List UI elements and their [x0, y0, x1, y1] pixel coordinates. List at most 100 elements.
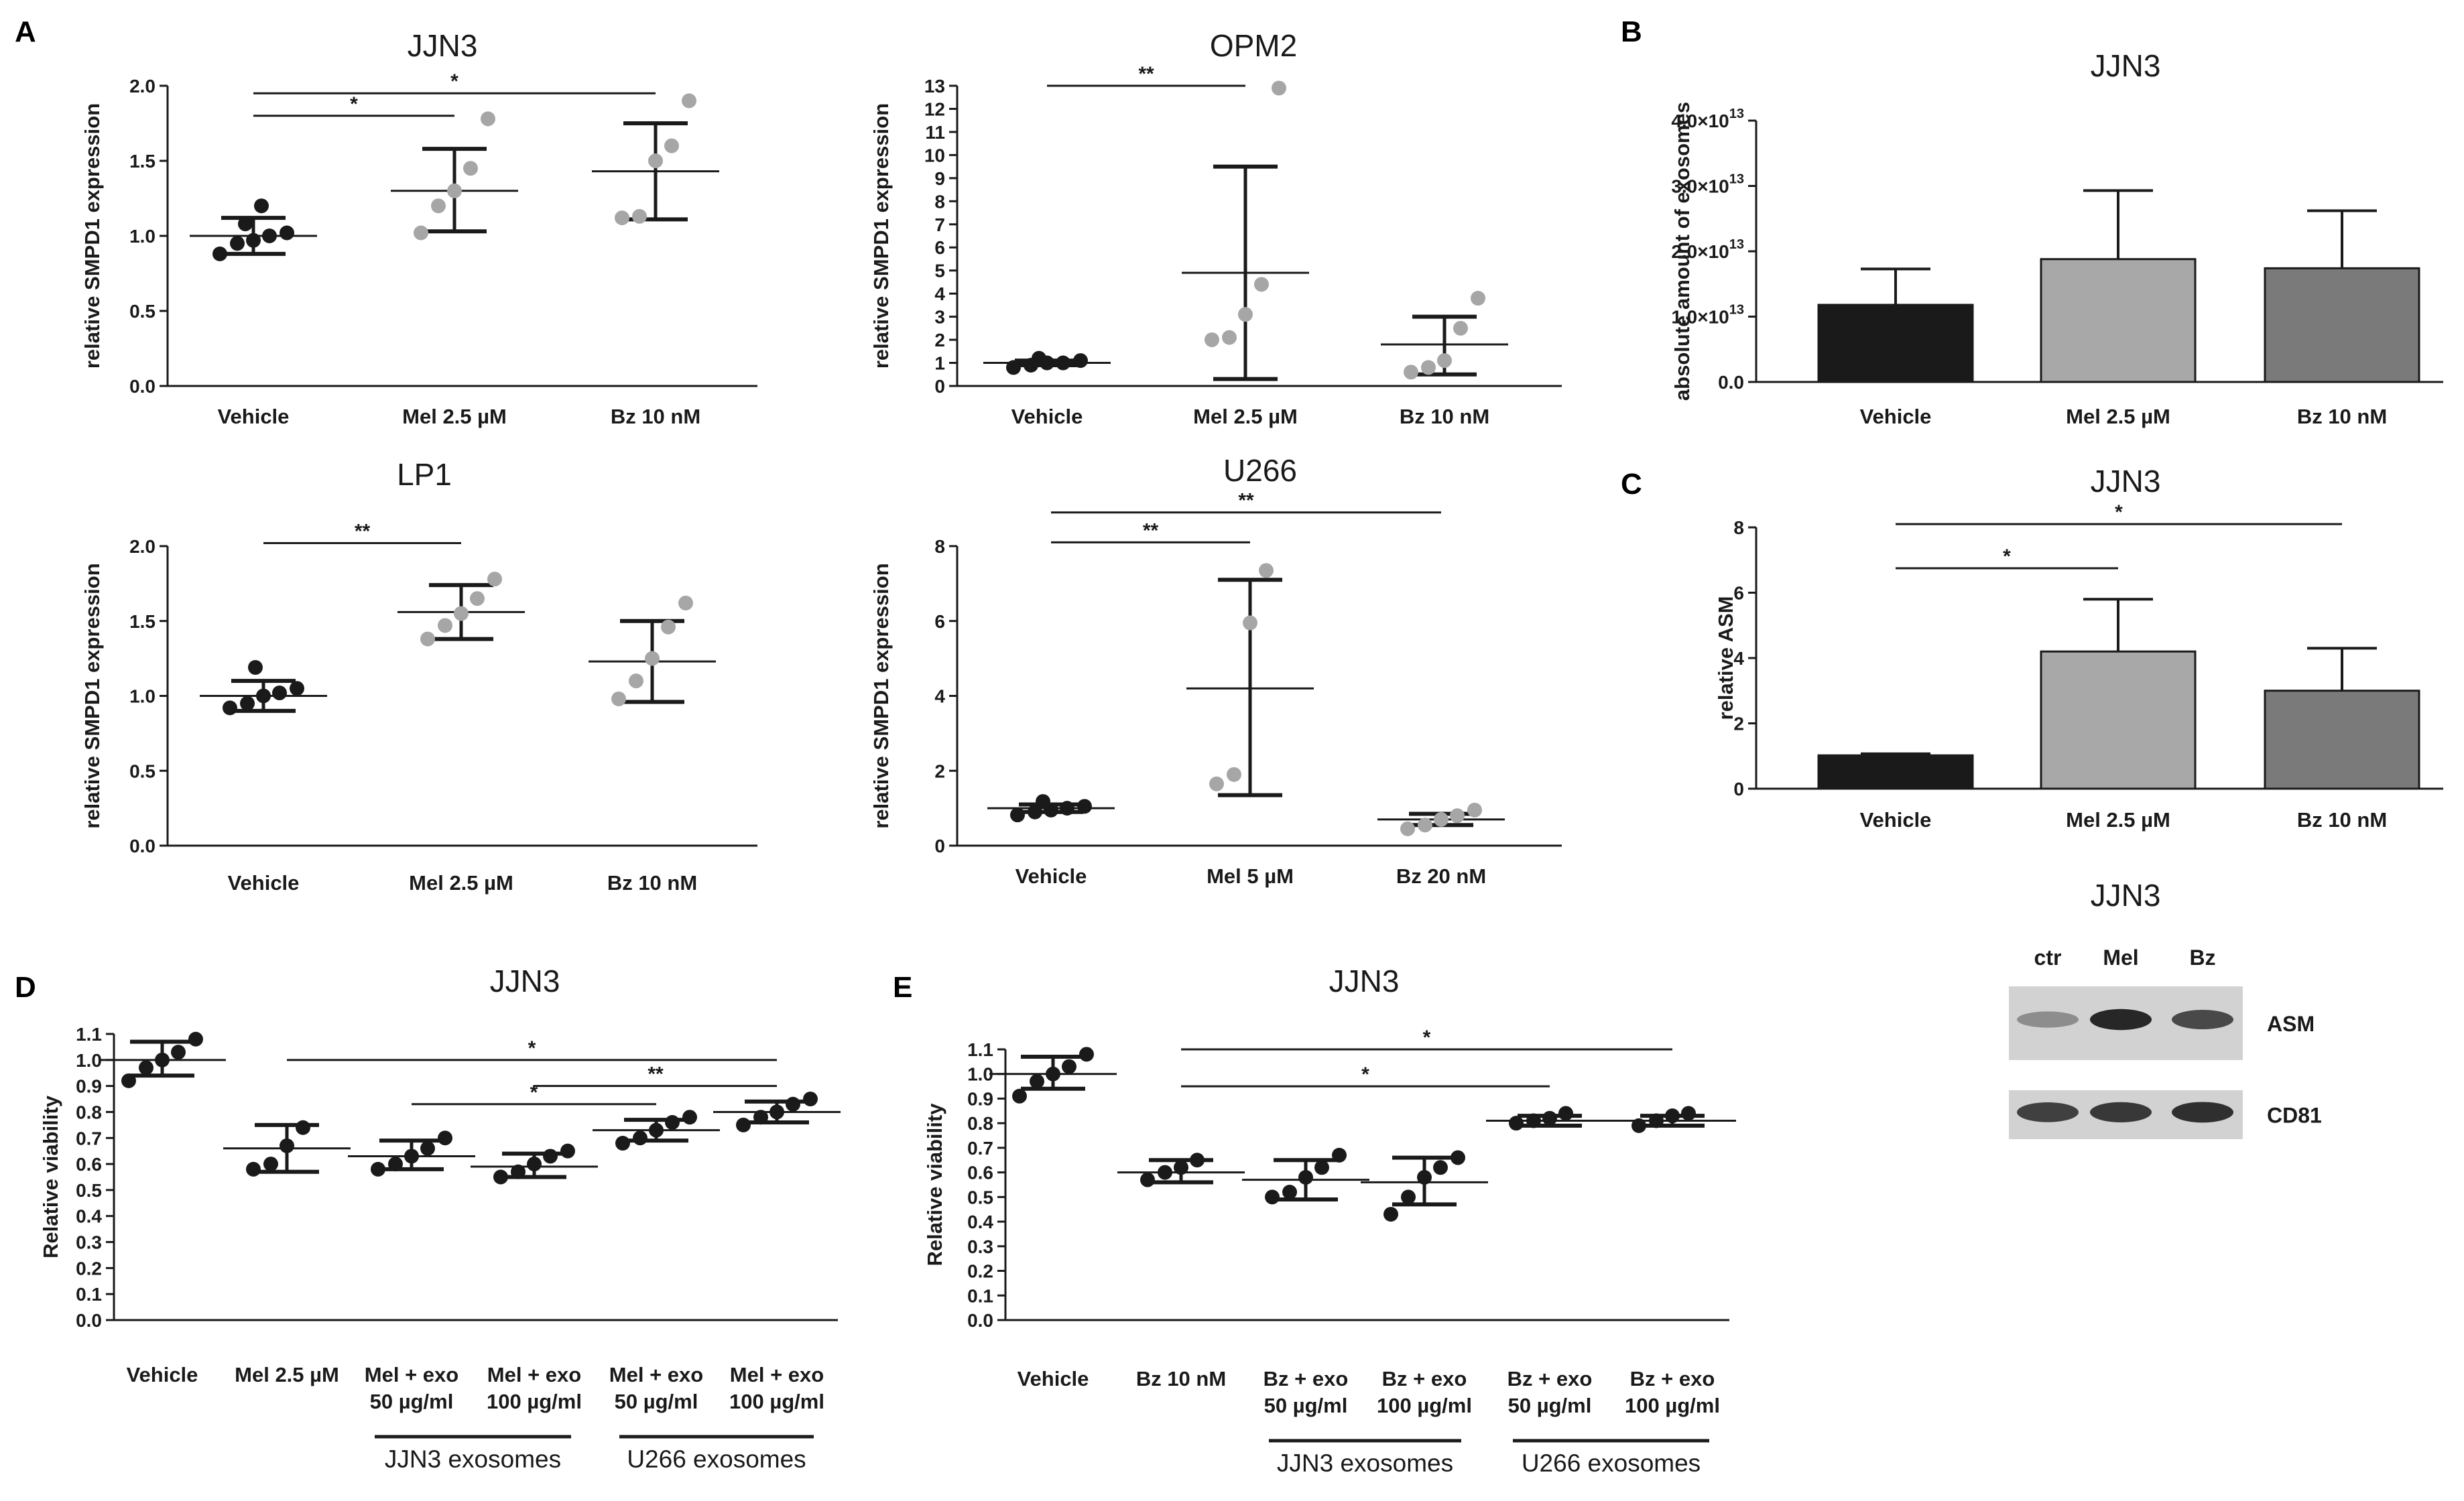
data-point — [629, 673, 643, 689]
charts-layer: JJN3 0.0 0.5 1.0 1.5 2.0 relative SMPD1 expres… — [39, 28, 2443, 1477]
data-point — [1073, 353, 1088, 369]
chart-title: JJN3 — [1329, 964, 1400, 998]
data-point — [1028, 804, 1042, 820]
data-point — [470, 591, 485, 606]
data-point — [1209, 776, 1224, 791]
category-label: Mel + exo 100 µg/ml — [729, 1363, 824, 1413]
western-blot: JJN3 ctr Mel Bz ASM CD81 — [2009, 878, 2322, 1139]
significance-star: * — [350, 93, 358, 115]
data-point — [1227, 767, 1241, 782]
blot-band-label: CD81 — [2267, 1104, 2322, 1128]
y-tick-label: 0.1 — [967, 1285, 993, 1306]
data-point — [649, 1122, 664, 1138]
data-point — [786, 1096, 800, 1112]
y-tick-label: 0.5 — [129, 301, 156, 322]
y-axis-label: absolute amount of exosomes — [1670, 102, 1694, 401]
y-tick-label: 0.8 — [76, 1102, 102, 1122]
significance-star: ** — [1138, 63, 1154, 85]
y-tick-label: 1.0 — [967, 1064, 993, 1085]
y-tick-label: 1.1 — [76, 1024, 102, 1045]
significance-star: ** — [355, 521, 371, 543]
bar-1 — [2040, 650, 2197, 790]
data-point — [1259, 563, 1274, 578]
y-tick-exponent: 13 — [1729, 303, 1744, 318]
data-point — [1681, 1106, 1696, 1121]
data-point — [1509, 1116, 1524, 1131]
y-tick-label: 0.5 — [76, 1180, 102, 1201]
y-tick-label: 13 — [924, 76, 945, 96]
data-point — [527, 1157, 542, 1172]
y-tick-label: 0.2 — [76, 1258, 102, 1279]
category-label-line: Mel 2.5 µM — [1193, 405, 1298, 428]
data-point — [1451, 1150, 1465, 1165]
y-tick-label: 0.5 — [129, 761, 156, 781]
data-point — [1272, 80, 1286, 96]
data-point — [238, 216, 253, 232]
y-tick-label: 0.5 — [967, 1187, 993, 1208]
data-point — [1056, 355, 1070, 371]
y-tick-label: 0.9 — [76, 1076, 102, 1097]
data-point — [1238, 307, 1253, 322]
y-tick-label: 0.7 — [76, 1128, 102, 1149]
data-point — [1526, 1113, 1541, 1128]
y-tick-label: 1.5 — [129, 151, 156, 172]
panel-letter-c: C — [1621, 468, 1642, 501]
blot-title: JJN3 — [2091, 878, 2161, 913]
bar-0 — [1817, 754, 1974, 790]
y-tick-label: 2.0 — [129, 76, 156, 96]
category-label-line: 50 µg/ml — [370, 1390, 454, 1413]
category-label: Mel 2.5 µM — [235, 1363, 339, 1386]
chart-title: OPM2 — [1210, 28, 1297, 63]
category-label: Bz 10 nM — [1136, 1367, 1226, 1390]
data-point — [1383, 1207, 1398, 1222]
significance-star: * — [530, 1082, 538, 1104]
y-tick-exponent: 13 — [1729, 172, 1744, 187]
bar-2 — [2264, 690, 2420, 790]
category-label-line: Bz 10 nM — [607, 871, 697, 895]
y-tick-label: 8 — [1733, 517, 1744, 538]
category-label: Vehicle — [218, 405, 290, 428]
category-label: Mel 2.5 µM — [402, 405, 507, 428]
data-point — [1254, 277, 1269, 292]
chart-title: LP1 — [397, 457, 452, 492]
category-label-line: Vehicle — [127, 1363, 198, 1386]
data-point — [1332, 1147, 1347, 1163]
y-tick-label: 6 — [1733, 583, 1744, 604]
category-label: Vehicle — [1015, 864, 1087, 888]
significance-star: ** — [1143, 519, 1159, 541]
category-label: Mel 2.5 µM — [1193, 405, 1298, 428]
y-tick-label: 1.1 — [967, 1039, 993, 1060]
data-point — [280, 1138, 294, 1153]
category-label-line: Mel + exo — [730, 1363, 824, 1386]
category-label-line: Vehicle — [1860, 405, 1932, 428]
blot-lane-label: ctr — [2034, 945, 2062, 970]
data-point — [1433, 1160, 1448, 1175]
y-tick-label: 0.9 — [967, 1088, 993, 1109]
chart-title: JJN3 — [2091, 48, 2161, 83]
data-point — [1060, 801, 1074, 816]
data-point — [493, 1169, 508, 1185]
data-point — [1205, 332, 1219, 348]
data-point — [454, 606, 469, 621]
y-tick-label: 1 — [934, 353, 945, 374]
data-point — [262, 229, 277, 243]
panel-letter-e: E — [893, 971, 912, 1004]
category-label-line: Mel 2.5 µM — [409, 871, 513, 895]
y-tick-label: 0.3 — [967, 1236, 993, 1257]
category-label-line: Mel 2.5 µM — [402, 405, 507, 428]
bar-1 — [2040, 258, 2197, 383]
panel-letter-a: A — [15, 15, 36, 48]
y-tick-exponent: 13 — [1729, 107, 1744, 121]
data-point — [1190, 1153, 1205, 1168]
data-point — [481, 111, 495, 127]
data-point — [188, 1031, 203, 1047]
data-point — [248, 660, 263, 675]
data-point — [230, 236, 245, 251]
data-point — [1282, 1185, 1297, 1200]
data-point — [632, 208, 647, 224]
data-point — [404, 1149, 419, 1164]
chart-a_jjn3: JJN3 0.0 0.5 1.0 1.5 2.0 relative SMPD1 expres… — [80, 28, 757, 428]
y-tick-label: 2 — [1733, 714, 1744, 734]
panel-letter-b: B — [1621, 15, 1642, 48]
